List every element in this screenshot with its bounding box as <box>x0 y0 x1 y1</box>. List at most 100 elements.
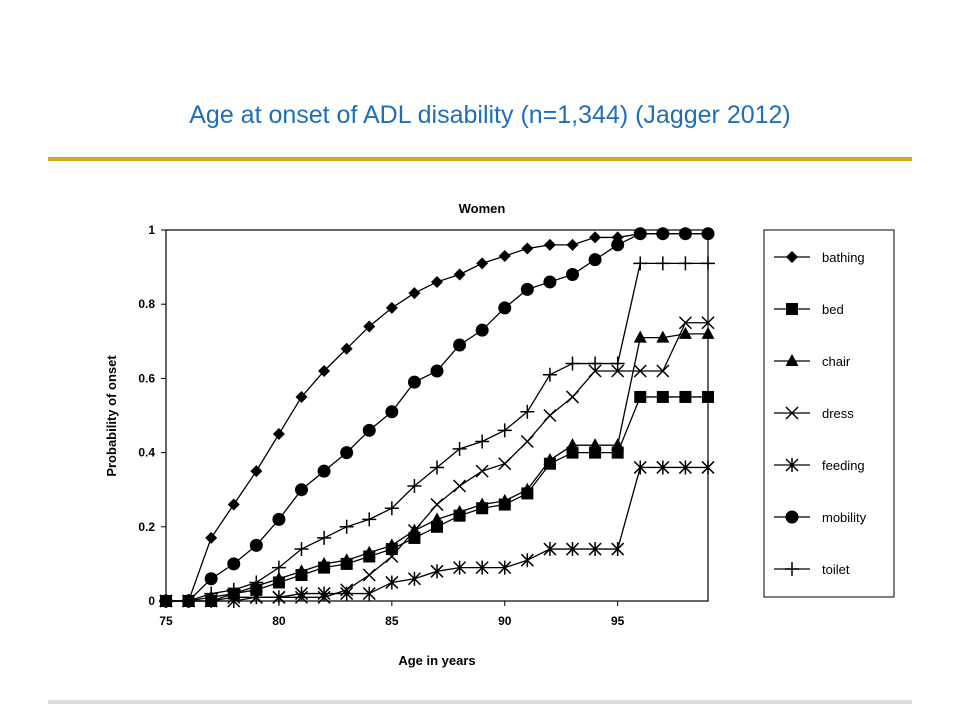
slide-title: Age at onset of ADL disability (n=1,344)… <box>189 101 791 129</box>
data-point-dress <box>633 364 647 378</box>
data-point-dress <box>701 316 715 330</box>
series-line-feeding <box>166 466 708 602</box>
data-point-toilet <box>317 530 332 545</box>
data-point-bathing <box>476 257 489 270</box>
legend-label: bed <box>822 302 844 317</box>
data-point-dress <box>385 549 399 564</box>
legend-label: toilet <box>822 562 850 577</box>
data-point-chair <box>543 453 557 466</box>
series-line-mobility <box>166 233 708 602</box>
legend-label: feeding <box>822 458 865 473</box>
data-point-bathing <box>385 301 398 314</box>
series-bathing <box>160 227 714 607</box>
legend-marker-toilet <box>785 562 799 576</box>
x-tick-label: 85 <box>385 614 399 628</box>
data-point-toilet <box>655 256 670 271</box>
data-point-feeding <box>633 460 647 475</box>
data-point-toilet <box>633 256 648 271</box>
data-point-bathing <box>295 390 308 403</box>
data-point-toilet <box>249 575 264 590</box>
data-point-feeding <box>385 575 399 590</box>
data-point-chair <box>633 330 647 343</box>
data-point-mobility <box>498 301 512 315</box>
data-point-toilet <box>384 501 399 516</box>
data-point-feeding <box>249 590 263 605</box>
data-point-toilet <box>430 460 444 475</box>
data-point-chair <box>385 538 399 551</box>
data-point-mobility <box>566 268 579 282</box>
data-point-mobility <box>430 364 444 378</box>
data-point-dress <box>430 498 444 512</box>
data-point-feeding <box>701 460 715 475</box>
data-point-chair <box>475 497 489 510</box>
x-tick-label: 80 <box>272 614 286 628</box>
data-point-dress <box>453 479 467 493</box>
series-line-toilet <box>166 262 708 602</box>
series-feeding <box>159 460 715 608</box>
data-point-mobility <box>204 572 218 586</box>
legend-marker-feeding <box>785 458 799 472</box>
data-point-bed <box>702 390 714 403</box>
data-point-bathing <box>543 238 556 251</box>
data-point-feeding <box>520 553 534 568</box>
data-point-mobility <box>611 238 625 252</box>
data-point-mobility <box>520 282 534 296</box>
data-point-bed <box>679 390 692 403</box>
data-point-feeding <box>656 460 670 475</box>
data-point-chair <box>317 556 331 569</box>
data-point-toilet <box>678 256 693 271</box>
legend-marker-bathing <box>786 251 798 263</box>
data-point-mobility <box>678 227 692 241</box>
data-point-feeding <box>294 586 309 601</box>
data-point-bathing <box>205 531 218 544</box>
data-point-bathing <box>589 231 602 244</box>
data-point-chair <box>272 571 286 584</box>
legend-item-chair: chair <box>774 354 851 369</box>
data-point-mobility <box>656 227 670 241</box>
title-underline <box>48 157 912 161</box>
data-point-toilet <box>520 404 535 419</box>
data-point-bathing <box>408 287 421 300</box>
data-point-feeding <box>317 586 331 601</box>
data-point-mobility <box>272 512 286 526</box>
data-point-toilet <box>610 356 625 371</box>
legend-label: chair <box>822 354 851 369</box>
data-point-bathing <box>250 465 263 478</box>
data-point-bathing <box>340 342 353 355</box>
legend-marker-bed <box>786 303 798 315</box>
legend-item-bathing: bathing <box>774 250 865 265</box>
data-point-chair <box>362 545 376 558</box>
data-point-chair <box>340 553 354 566</box>
data-point-dress <box>498 457 512 471</box>
data-point-feeding <box>565 542 580 557</box>
data-point-toilet <box>181 594 196 608</box>
data-point-bathing <box>453 268 466 281</box>
data-point-feeding <box>362 586 376 601</box>
legend-marker-dress <box>785 406 799 420</box>
legend-item-feeding: feeding <box>774 458 865 473</box>
data-point-mobility <box>340 446 354 460</box>
series-toilet <box>159 256 715 608</box>
data-point-feeding <box>430 564 444 579</box>
series-mobility <box>159 227 715 608</box>
data-point-bathing <box>363 320 376 333</box>
x-tick-label: 75 <box>159 614 173 628</box>
data-point-mobility <box>317 464 331 478</box>
data-point-toilet <box>362 512 377 527</box>
data-point-toilet <box>565 356 580 371</box>
data-point-mobility <box>362 423 376 437</box>
data-point-chair <box>430 512 444 525</box>
legend: bathing bed chair dress feeding mobility toile… <box>774 250 867 577</box>
data-point-toilet <box>339 519 354 534</box>
data-point-feeding <box>407 571 421 586</box>
y-tick-label: 0.8 <box>138 297 155 311</box>
data-point-chair <box>498 493 512 506</box>
data-point-chair <box>678 326 692 339</box>
y-tick-label: 1 <box>148 223 155 237</box>
data-point-mobility <box>633 227 647 241</box>
data-point-dress <box>565 390 580 404</box>
data-point-dress <box>407 523 421 538</box>
data-point-toilet <box>204 586 219 601</box>
legend-label: mobility <box>822 510 867 525</box>
data-point-feeding <box>543 542 557 557</box>
